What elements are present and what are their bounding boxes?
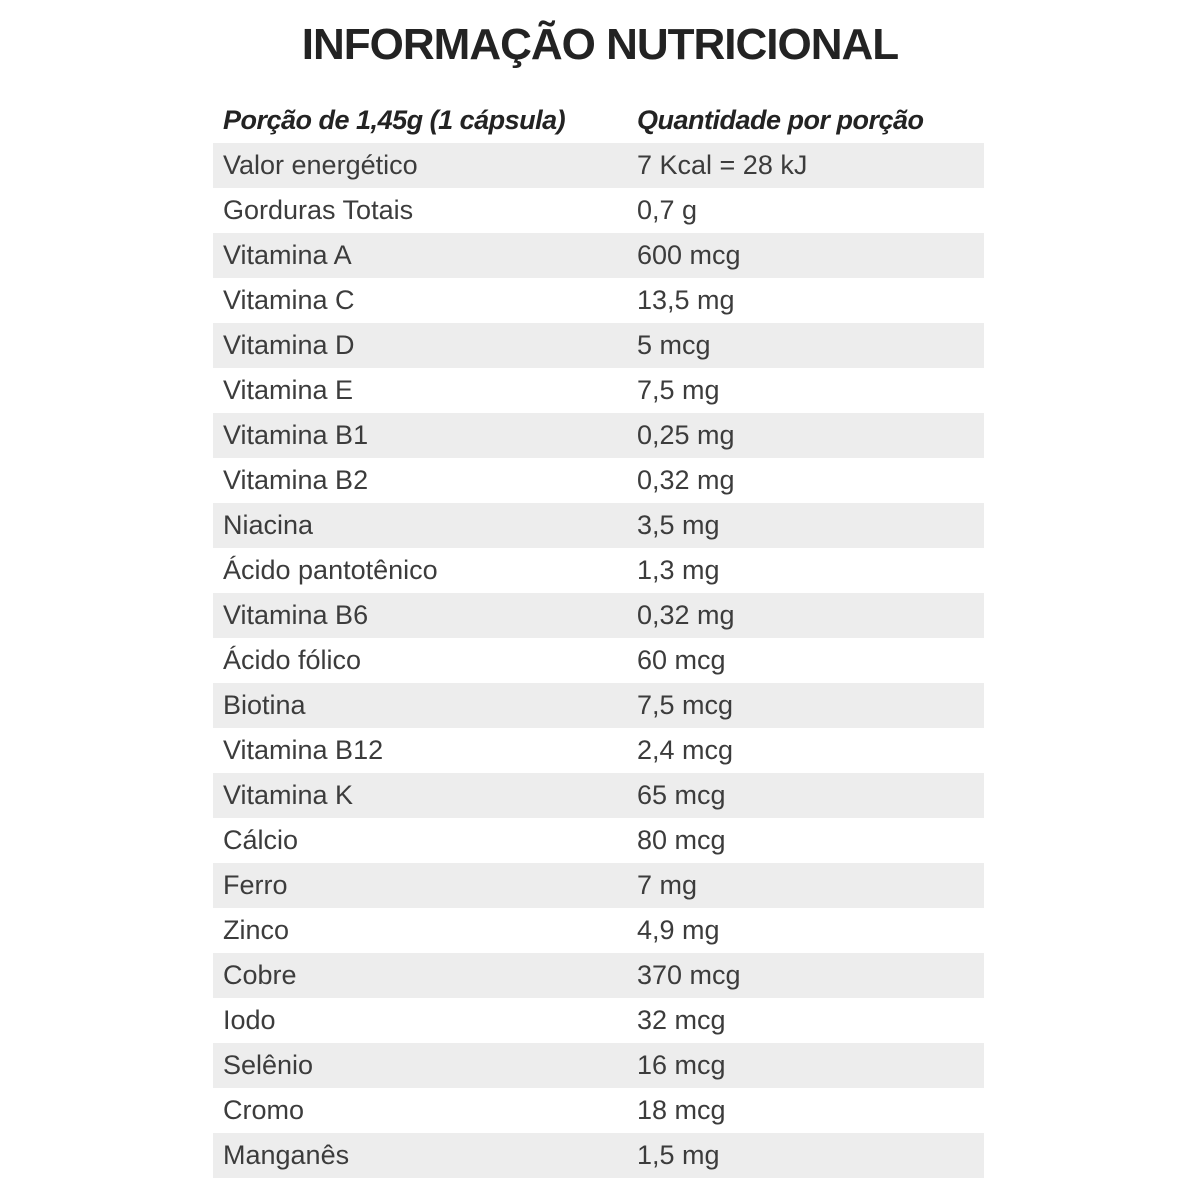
table-row: Vitamina B2 0,32 mg [213, 458, 984, 503]
table-body: Valor energético 7 Kcal = 28 kJ Gorduras… [213, 143, 984, 1178]
nutrient-name: Ferro [223, 870, 288, 900]
table-row: Vitamina B1 0,25 mg [213, 413, 984, 458]
table-row: Gorduras Totais 0,7 g [213, 188, 984, 233]
table-row: Zinco 4,9 mg [213, 908, 984, 953]
nutrient-amount: 60 mcg [637, 645, 726, 675]
nutrient-name: Ácido pantotênico [223, 555, 438, 585]
table-row: Vitamina E 7,5 mg [213, 368, 984, 413]
nutrient-amount: 0,32 mg [637, 600, 735, 630]
table-row: Ácido pantotênico 1,3 mg [213, 548, 984, 593]
nutrient-amount: 2,4 mcg [637, 735, 734, 765]
table-row: Valor energético 7 Kcal = 28 kJ [213, 143, 984, 188]
nutrition-table: Porção de 1,45g (1 cápsula) Quantidade p… [213, 98, 984, 1178]
nutrient-amount: 370 mcg [637, 960, 741, 990]
table-row: Vitamina D 5 mcg [213, 323, 984, 368]
nutrient-name: Biotina [223, 690, 306, 720]
table-row: Iodo 32 mcg [213, 998, 984, 1043]
header-serving-size: Porção de 1,45g (1 cápsula) [223, 105, 566, 135]
table-row: Vitamina K 65 mcg [213, 773, 984, 818]
nutrient-amount: 5 mcg [637, 330, 711, 360]
table-row: Cálcio 80 mcg [213, 818, 984, 863]
nutrient-name: Vitamina B1 [223, 420, 369, 450]
table-row: Vitamina C 13,5 mg [213, 278, 984, 323]
nutrient-amount: 0,32 mg [637, 465, 735, 495]
nutrient-amount: 600 mcg [637, 240, 741, 270]
page-title: INFORMAÇÃO NUTRICIONAL [301, 20, 899, 69]
nutrient-name: Niacina [223, 510, 314, 540]
nutrient-name: Selênio [223, 1050, 314, 1080]
nutrient-amount: 65 mcg [637, 780, 726, 810]
nutrient-name: Vitamina B12 [223, 735, 384, 765]
nutrient-amount: 13,5 mg [637, 285, 735, 315]
nutrient-name: Vitamina B6 [223, 600, 369, 630]
nutrient-amount: 80 mcg [637, 825, 726, 855]
table-header-row: Porção de 1,45g (1 cápsula) Quantidade p… [213, 98, 984, 143]
table-row: Biotina 7,5 mcg [213, 683, 984, 728]
nutrient-amount: 7,5 mcg [637, 690, 734, 720]
nutrient-amount: 7 Kcal = 28 kJ [637, 150, 808, 180]
nutrient-name: Zinco [223, 915, 290, 945]
nutrient-amount: 0,25 mg [637, 420, 735, 450]
table-row: Vitamina A 600 mcg [213, 233, 984, 278]
nutrient-name: Vitamina E [223, 375, 354, 405]
nutrient-amount: 32 mcg [637, 1005, 726, 1035]
nutrient-name: Manganês [223, 1140, 350, 1170]
table-row: Vitamina B6 0,32 mg [213, 593, 984, 638]
table-row: Vitamina B12 2,4 mcg [213, 728, 984, 773]
table-row: Ácido fólico 60 mcg [213, 638, 984, 683]
nutrient-name: Vitamina A [223, 240, 352, 270]
nutrient-amount: 18 mcg [637, 1095, 726, 1125]
nutrient-name: Cromo [223, 1095, 305, 1125]
nutrient-name: Vitamina K [223, 780, 354, 810]
nutrient-amount: 16 mcg [637, 1050, 726, 1080]
table-row: Cromo 18 mcg [213, 1088, 984, 1133]
nutrient-amount: 1,5 mg [637, 1140, 720, 1170]
nutrient-name: Valor energético [223, 150, 418, 180]
table-row: Niacina 3,5 mg [213, 503, 984, 548]
table-row: Ferro 7 mg [213, 863, 984, 908]
nutrient-name: Iodo [223, 1005, 276, 1035]
nutrient-amount: 1,3 mg [637, 555, 720, 585]
nutrient-name: Cobre [223, 960, 297, 990]
nutrient-name: Vitamina B2 [223, 465, 369, 495]
nutrient-name: Vitamina D [223, 330, 355, 360]
header-amount-per-serving: Quantidade por porção [637, 105, 924, 135]
nutrient-amount: 0,7 g [637, 195, 698, 225]
nutrient-name: Gorduras Totais [223, 195, 414, 225]
nutrient-amount: 7,5 mg [637, 375, 720, 405]
table-row: Selênio 16 mcg [213, 1043, 984, 1088]
table-row: Manganês 1,5 mg [213, 1133, 984, 1178]
table-row: Cobre 370 mcg [213, 953, 984, 998]
nutrient-name: Cálcio [223, 825, 299, 855]
nutrient-name: Ácido fólico [223, 645, 362, 675]
nutrient-name: Vitamina C [223, 285, 355, 315]
nutrient-amount: 4,9 mg [637, 915, 720, 945]
nutrient-amount: 3,5 mg [637, 510, 720, 540]
nutrient-amount: 7 mg [637, 870, 698, 900]
